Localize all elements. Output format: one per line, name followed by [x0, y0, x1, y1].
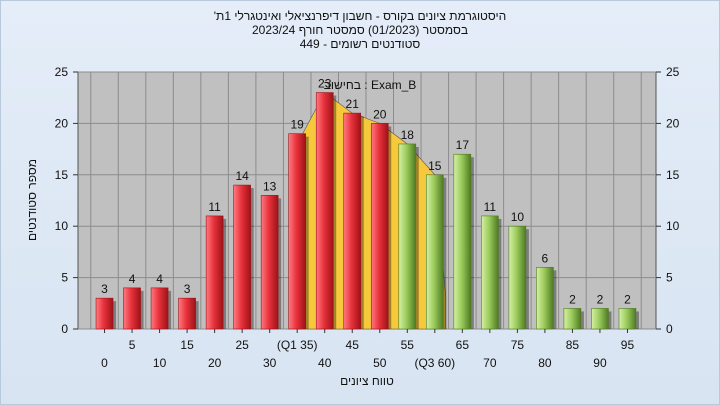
bar-95: [618, 308, 637, 330]
bar-10: [150, 287, 169, 330]
x-tick-label: 70: [483, 356, 497, 370]
chart-title-line-2: בסמסטר (01/2023) סמסטר חורף 2023/24: [251, 23, 469, 37]
x-tick-label: 5: [129, 338, 136, 352]
x-tick-label: 85: [566, 338, 580, 352]
bar--Q3-60-: [426, 174, 444, 330]
bar-value-label: 10: [511, 210, 525, 224]
x-tick-label: 80: [538, 356, 552, 370]
y-tick-label-left: 0: [61, 322, 68, 336]
x-axis-label: טווח ציונים: [340, 374, 394, 388]
y-tick-label-left: 10: [55, 219, 69, 233]
bar-value-label: 15: [428, 159, 442, 173]
y-tick-label-right: 5: [666, 271, 673, 285]
x-tick-label: (Q3 60): [414, 356, 455, 370]
bar-value-label: 3: [101, 282, 108, 296]
bar-value-label: 21: [346, 97, 360, 111]
bar-85: [563, 308, 582, 330]
bar-30: [260, 195, 279, 330]
x-tick-label: 50: [373, 356, 387, 370]
y-tick-label-right: 15: [666, 168, 680, 182]
bar-value-label: 14: [235, 169, 249, 183]
x-tick-label: 65: [456, 338, 470, 352]
bar-65: [453, 153, 472, 330]
bar-15: [178, 297, 196, 330]
bar-value-label: 17: [456, 138, 470, 152]
y-tick-label-right: 10: [666, 219, 680, 233]
bar-value-label: 2: [597, 292, 604, 306]
chart-title-line-3: סטודנטים רשומים - 449: [299, 37, 421, 51]
bar-value-label: 23: [318, 77, 332, 91]
bar-value-label: 3: [184, 282, 191, 296]
bar-20: [205, 215, 224, 330]
x-tick-label: 90: [593, 356, 607, 370]
bar-70: [481, 215, 499, 330]
x-tick-label: 0: [101, 356, 108, 370]
x-tick-label: (Q1 35): [277, 338, 318, 352]
chart-annotation: בחישוב : Exam_B: [324, 78, 417, 92]
bar-5: [123, 287, 141, 330]
x-tick-label: 40: [318, 356, 332, 370]
bar-80: [536, 267, 554, 330]
bar-value-label: 2: [569, 292, 576, 306]
y-tick-label-left: 5: [61, 271, 68, 285]
y-tick-label-left: 25: [55, 65, 69, 79]
bars: [95, 92, 639, 330]
bar-45: [343, 112, 362, 330]
bar-value-label: 11: [208, 200, 221, 214]
y-tick-label-right: 20: [666, 116, 680, 130]
chart-title-line-1: 'היסטוגרמת ציונים בקורס - חשבון דיפרנציא…: [213, 9, 507, 23]
y-tick-label-right: 0: [666, 322, 673, 336]
bar-value-label: 20: [373, 107, 387, 121]
y-tick-label-left: 20: [55, 116, 69, 130]
y-tick-label-right: 25: [666, 65, 680, 79]
x-tick-label: 10: [153, 356, 167, 370]
bar-value-label: 11: [484, 200, 497, 214]
bar-value-label: 18: [401, 128, 415, 142]
bar-55: [398, 143, 417, 330]
x-tick-label: 95: [621, 338, 635, 352]
y-axis-label: מספר סטודנטים: [25, 159, 39, 241]
bar--Q1-35-: [288, 133, 306, 330]
bar-75: [508, 225, 527, 330]
bar-0: [95, 297, 114, 330]
x-tick-label: 25: [235, 338, 249, 352]
bar-50: [370, 123, 389, 330]
x-tick-label: 20: [208, 356, 222, 370]
bar-value-label: 4: [129, 272, 136, 286]
value-labels: 3 4 4 3 11 14 13 19 23 21 20 18 15 17 11 10 6 2 2 2: [101, 77, 631, 307]
bar-value-label: 6: [542, 251, 549, 265]
x-tick-label: 30: [263, 356, 277, 370]
bar-value-label: 2: [624, 292, 631, 306]
x-tick-label: 75: [511, 338, 525, 352]
x-tick-label: 55: [401, 338, 415, 352]
bar-value-label: 4: [156, 272, 163, 286]
y-tick-label-left: 15: [55, 168, 69, 182]
bar-90: [591, 308, 609, 330]
bar-25: [233, 184, 251, 330]
bar-value-label: 13: [263, 179, 277, 193]
x-tick-label: 45: [346, 338, 360, 352]
bar-40: [315, 92, 334, 330]
bar-value-label: 19: [291, 118, 305, 132]
x-tick-label: 15: [180, 338, 194, 352]
